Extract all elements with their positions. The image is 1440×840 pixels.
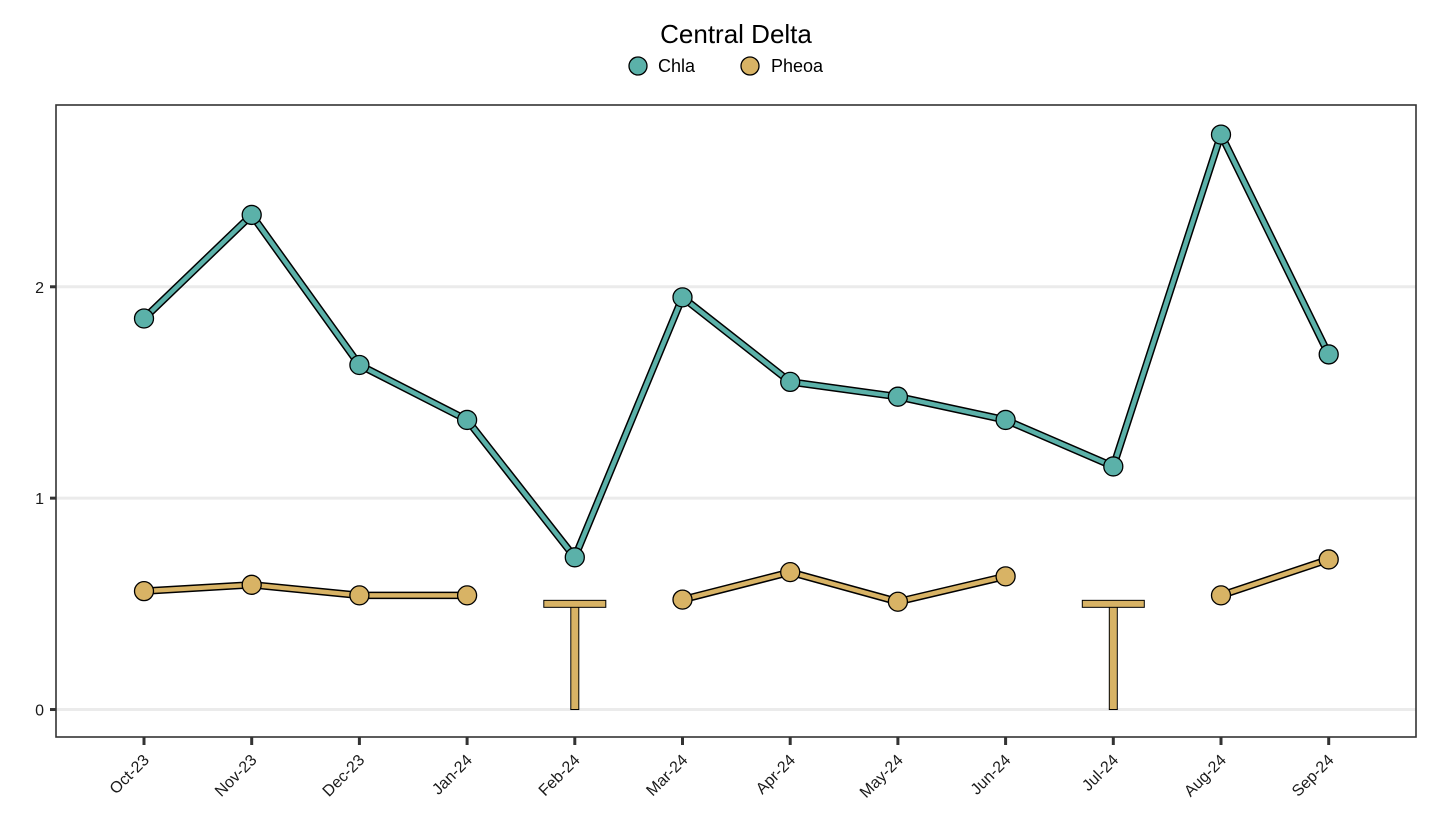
pheoa-rl-stem — [1108, 603, 1118, 711]
plot-panel — [55, 104, 1417, 738]
pheoa-rl-cap — [1081, 599, 1145, 608]
chla-point-sep-24 — [1318, 344, 1339, 365]
pheoa-point-may-24 — [887, 591, 909, 612]
pheoa-point-apr-24 — [780, 561, 801, 583]
pheoa-point-aug-24 — [1210, 585, 1232, 606]
pheoa-rl-marker-feb-24 — [543, 599, 607, 711]
x-tick-label-sep-24: Sep-24 — [1289, 752, 1338, 801]
pheoa-point-oct-23 — [133, 581, 155, 602]
legend-label-chla: Chla — [658, 56, 696, 76]
pheoa-rl-marker-jul-24 — [1081, 599, 1145, 711]
y-tick-label-2: 2 — [35, 280, 44, 297]
x-axis: Oct-23 Nov-23 Dec-23 Jan-24 Feb-24 Mar-24 Apr-… — [107, 737, 1338, 802]
pheoa-point-jan-24 — [456, 585, 478, 606]
chla-point-oct-23 — [133, 308, 155, 329]
x-tick-label-jan-24: Jan-24 — [429, 752, 476, 799]
x-tick-label-oct-23: Oct-23 — [107, 752, 153, 798]
chla-point-nov-23 — [241, 204, 262, 226]
pheoa-rl-stem — [570, 603, 580, 711]
x-tick-label-jun-24: Jun-24 — [968, 752, 1015, 799]
grid — [56, 285, 1416, 712]
chla-point-feb-24 — [564, 547, 585, 568]
chla-point-mar-24 — [672, 287, 693, 308]
chla-point-jan-24 — [456, 409, 478, 431]
pheoa-line-2 — [1218, 557, 1331, 598]
y-tick-label-0: 0 — [35, 703, 44, 720]
series-layer — [133, 124, 1339, 711]
x-tick-label-may-24: May-24 — [857, 752, 907, 802]
pheoa-point-mar-24 — [672, 589, 693, 610]
series-pheoa — [133, 549, 1339, 612]
y-tick-label-1: 1 — [35, 491, 44, 508]
pheoa-line-1 — [680, 569, 1008, 604]
series-chla — [133, 124, 1339, 568]
chla-point-may-24 — [887, 386, 909, 407]
x-tick-label-nov-23: Nov-23 — [212, 752, 261, 801]
legend-label-pheoa: Pheoa — [771, 56, 824, 76]
chla-line-0 — [141, 132, 1331, 560]
pheoa-line-0 — [141, 582, 470, 598]
chla-point-dec-23 — [349, 354, 370, 376]
pheoa-point-sep-24 — [1318, 549, 1339, 570]
x-tick-label-aug-24: Aug-24 — [1181, 752, 1230, 801]
pheoa-rl-cap — [543, 599, 607, 608]
pheoa-point-nov-23 — [241, 574, 262, 595]
x-tick-label-apr-24: Apr-24 — [753, 752, 799, 798]
legend-item-chla: Chla — [628, 56, 696, 76]
chla-point-aug-24 — [1210, 124, 1232, 145]
x-tick-label-mar-24: Mar-24 — [643, 752, 691, 800]
y-axis: 0 1 2 — [35, 280, 56, 720]
legend-swatch-pheoa — [740, 56, 760, 76]
chart-title: Central Delta — [660, 19, 812, 49]
x-tick-label-jul-24: Jul-24 — [1079, 752, 1122, 795]
x-tick-label-dec-23: Dec-23 — [320, 752, 369, 801]
chla-point-jun-24 — [995, 409, 1016, 431]
chla-point-jul-24 — [1103, 456, 1124, 477]
pheoa-point-jun-24 — [995, 566, 1016, 587]
x-tick-label-feb-24: Feb-24 — [536, 752, 584, 800]
chla-point-apr-24 — [780, 371, 801, 393]
legend-swatch-chla — [628, 56, 648, 76]
legend-item-pheoa: Pheoa — [740, 56, 824, 76]
pheoa-point-dec-23 — [349, 585, 370, 606]
legend: Chla Pheoa — [628, 56, 824, 76]
